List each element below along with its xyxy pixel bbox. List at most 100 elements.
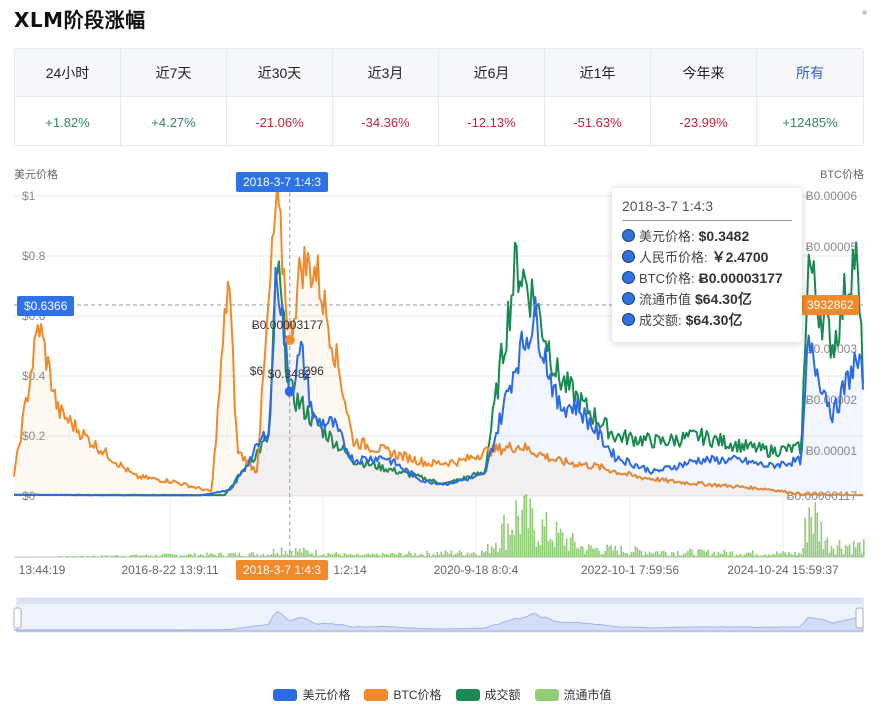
market-cap-bar (818, 541, 821, 557)
market-cap-bar (624, 553, 627, 557)
period-value: +12485% (782, 114, 838, 130)
zoom-handle-right[interactable] (855, 607, 864, 629)
market-cap-bar (82, 556, 85, 557)
market-cap-bar (394, 554, 396, 557)
menu-dot-icon[interactable] (862, 10, 867, 15)
market-cap-bar (519, 533, 521, 557)
market-cap-bar (197, 555, 200, 557)
x-tick-label: 1:2:14 (333, 563, 367, 577)
market-cap-bar (495, 542, 497, 557)
market-cap-bar (491, 546, 493, 557)
market-cap-bar (337, 554, 340, 557)
market-cap-bar (214, 554, 216, 557)
market-cap-bar (622, 551, 625, 557)
market-cap-bar (822, 548, 825, 557)
period-header[interactable]: 近7天 (121, 49, 227, 97)
market-cap-bar (365, 554, 368, 557)
period-header[interactable]: 近1年 (545, 49, 651, 97)
legend-item-volume[interactable]: 成交额 (455, 686, 521, 703)
market-cap-bar (511, 529, 513, 557)
legend-item-usd[interactable]: 美元价格 (273, 686, 350, 703)
market-cap-bar (515, 500, 517, 557)
market-cap-bar (274, 554, 277, 557)
market-cap-bar (854, 547, 857, 557)
market-cap-bar (693, 554, 695, 557)
market-cap-bar (143, 555, 145, 557)
market-cap-bar (487, 544, 489, 557)
btc-line (13, 185, 864, 497)
market-cap-bar (860, 553, 863, 557)
market-cap-bar (612, 550, 614, 557)
market-cap-bar (598, 550, 600, 557)
market-cap-bar (788, 552, 790, 557)
usd-point-label: $0.3482 (268, 367, 312, 381)
market-cap-bar (729, 551, 732, 557)
market-cap-bar (102, 556, 105, 557)
market-cap-bar (464, 554, 467, 557)
market-cap-bar (412, 555, 414, 557)
market-cap-bar (410, 553, 412, 557)
period-header[interactable]: 近6月 (439, 49, 545, 97)
market-cap-bar (782, 551, 784, 557)
market-cap-bar (763, 554, 766, 557)
market-cap-bar (559, 528, 562, 557)
market-cap-bar (278, 555, 281, 557)
market-cap-bar (442, 554, 445, 557)
period-header[interactable]: 24小时 (15, 49, 121, 97)
market-cap-bar (363, 554, 366, 557)
market-cap-bar (460, 552, 463, 557)
market-cap-bar (236, 555, 238, 557)
market-cap-bar (776, 551, 778, 557)
period-header-active[interactable]: 所有 (757, 49, 863, 97)
market-cap-bar (398, 552, 400, 557)
market-cap-bar (691, 549, 693, 557)
market-cap-bar (672, 552, 675, 557)
market-cap-bar (199, 554, 202, 557)
left-axis-title: 美元价格 (14, 167, 58, 181)
market-cap-bar (480, 550, 483, 557)
crosshair-y-label: $0.6366 (17, 296, 75, 316)
market-cap-bar (523, 495, 525, 557)
period-header[interactable]: 今年来 (651, 49, 757, 97)
market-cap-bar (70, 556, 73, 557)
market-cap-bar (167, 553, 170, 557)
market-cap-bar (385, 553, 388, 557)
market-cap-bar (341, 555, 344, 557)
legend-item-btc[interactable]: BTC价格 (364, 686, 442, 703)
zoom-handle-left[interactable] (13, 607, 22, 629)
market-cap-bar (545, 512, 548, 557)
market-cap-bar (616, 550, 618, 557)
period-value: -23.99% (651, 97, 757, 147)
market-cap-bar (438, 554, 441, 557)
market-cap-bar (226, 555, 228, 557)
market-cap-bar (470, 553, 473, 557)
market-cap-bar (258, 556, 261, 557)
right-axis-title: BTC价格 (820, 167, 864, 181)
market-cap-bar (668, 555, 671, 557)
market-cap-bar (478, 555, 481, 557)
market-cap-bar (713, 551, 716, 557)
market-cap-bar (654, 551, 657, 557)
legend-item-market-cap[interactable]: 流通市值 (534, 686, 612, 703)
market-cap-bar (232, 553, 234, 557)
market-cap-bar (537, 541, 540, 557)
tooltip-row-usd: 美元价格: $0.3482 (622, 225, 792, 246)
market-cap-bar (452, 554, 455, 557)
period-header[interactable]: 近3月 (333, 49, 439, 97)
market-cap-bar (244, 555, 247, 557)
market-cap-bar (181, 555, 184, 557)
period-header[interactable]: 近30天 (227, 49, 333, 97)
market-cap-bar (695, 556, 697, 557)
price-chart[interactable]: 美元价格BTC价格$0$0.2$0.4$0.6$0.8$1Ƀ0.00000117… (0, 160, 885, 640)
market-cap-bar (454, 553, 457, 557)
market-cap-bar (719, 553, 722, 557)
market-cap-bar (408, 551, 410, 557)
market-cap-bar (753, 555, 756, 557)
market-cap-bar (189, 553, 192, 557)
market-cap-bar (757, 555, 760, 557)
market-cap-bar (264, 555, 267, 557)
market-cap-bar (420, 553, 422, 557)
market-cap-bar (284, 550, 287, 557)
market-cap-bar (677, 551, 679, 557)
market-cap-bar (650, 553, 653, 557)
